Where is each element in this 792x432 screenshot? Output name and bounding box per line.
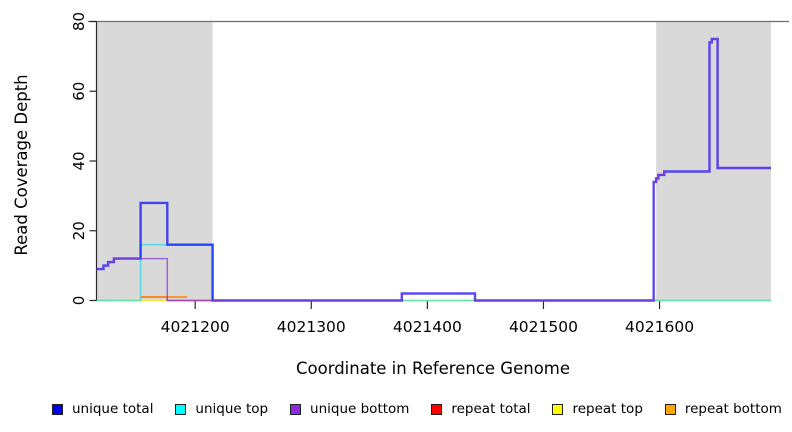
legend-item-repeat-total: repeat total <box>431 401 531 417</box>
chart-legend: unique total unique top unique bottom re… <box>52 399 782 419</box>
legend-item-label: unique bottom <box>310 401 410 417</box>
legend-swatch <box>290 403 302 415</box>
svg-text:4021600: 4021600 <box>625 318 694 336</box>
legend-item-label: unique total <box>72 401 154 417</box>
shaded-regions <box>96 22 771 301</box>
legend-item-label: unique top <box>195 401 269 417</box>
legend-item-unique-bottom: unique bottom <box>290 401 409 417</box>
x-axis-title: Coordinate in Reference Genome <box>296 359 570 378</box>
legend-item-label: repeat top <box>572 401 643 417</box>
legend-item-repeat-top: repeat top <box>552 401 643 417</box>
axes: 0 20 40 60 80 4021200 4021300 4021400 4021500 402… <box>70 12 789 336</box>
legend-swatch <box>52 403 63 415</box>
series-lines <box>96 37 771 302</box>
legend-swatch <box>175 403 187 415</box>
svg-text:80: 80 <box>70 12 88 31</box>
series-unique-bottom <box>96 38 771 302</box>
svg-text:4021500: 4021500 <box>509 318 578 336</box>
coverage-chart: 0 20 40 60 80 4021200 4021300 4021400 4021500 402… <box>12 12 789 378</box>
svg-text:4021400: 4021400 <box>393 318 462 336</box>
legend-swatch <box>431 403 443 415</box>
legend-item-repeat-bottom: repeat bottom <box>664 401 782 417</box>
legend-swatch <box>664 403 676 415</box>
svg-text:0: 0 <box>70 296 88 306</box>
svg-text:4021200: 4021200 <box>161 318 230 336</box>
legend-item-label: repeat bottom <box>684 401 782 417</box>
svg-text:20: 20 <box>70 221 88 240</box>
y-axis-title: Read Coverage Depth <box>12 74 31 255</box>
legend-swatch <box>552 403 564 415</box>
legend-item-label: repeat total <box>451 401 531 417</box>
svg-text:40: 40 <box>70 151 88 170</box>
legend-item-unique-total: unique total <box>52 401 153 417</box>
svg-text:4021300: 4021300 <box>277 318 346 336</box>
svg-text:60: 60 <box>70 82 88 101</box>
legend-item-unique-top: unique top <box>175 401 268 417</box>
